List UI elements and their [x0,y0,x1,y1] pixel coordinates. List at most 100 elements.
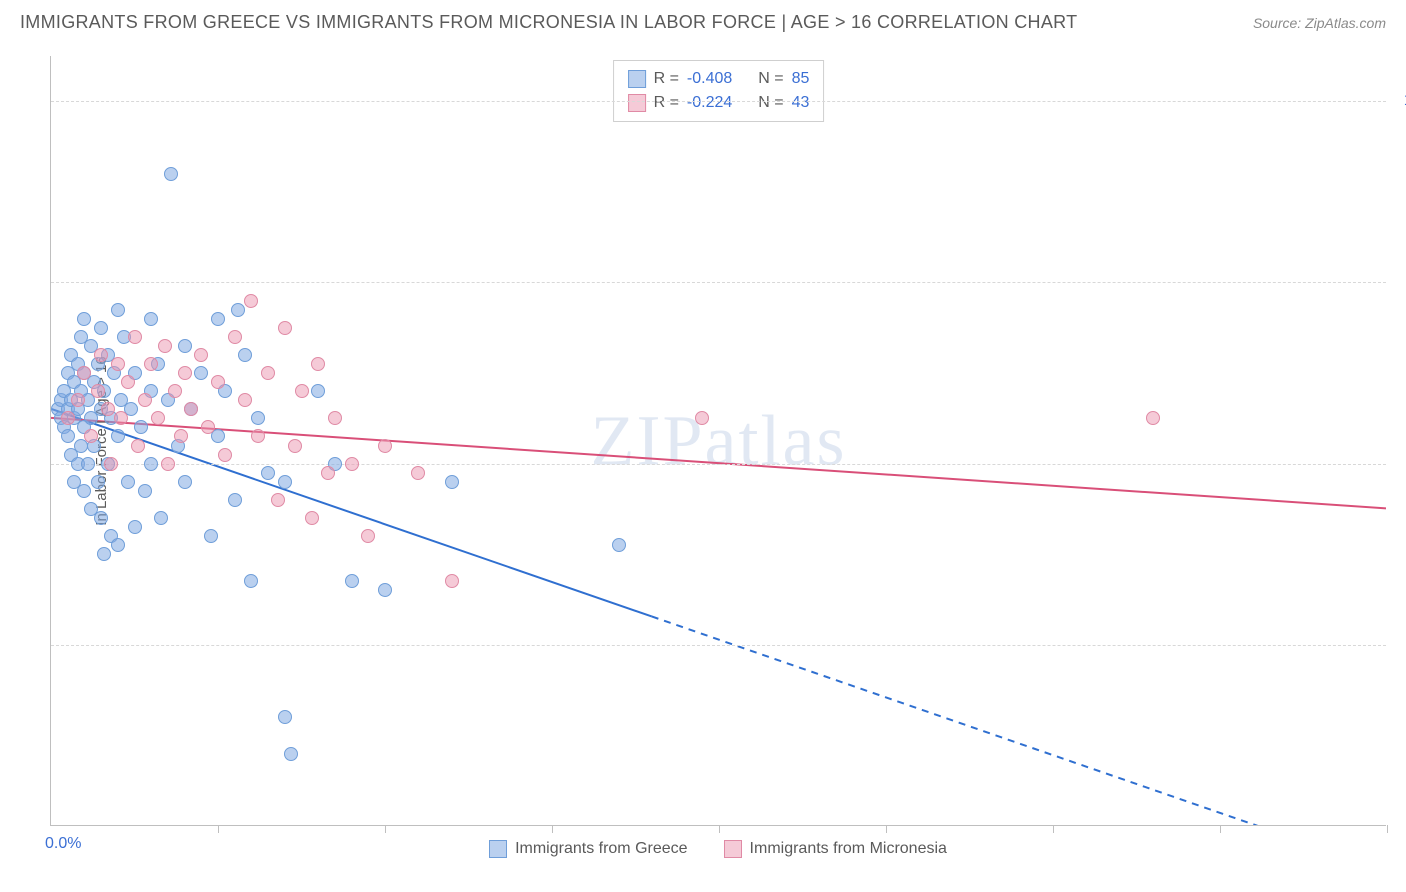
data-point [77,366,91,380]
data-point [61,429,75,443]
data-point [278,321,292,335]
legend-swatch [628,70,646,88]
data-point [271,493,285,507]
data-point [445,475,459,489]
data-point [164,167,178,181]
data-point [174,429,188,443]
data-point [695,411,709,425]
y-tick-label: 100.0% [1394,92,1406,110]
y-tick-label: 80.0% [1394,273,1406,291]
data-point [201,420,215,434]
data-point [128,330,142,344]
legend-swatch [628,94,646,112]
data-point [111,429,125,443]
data-point [244,294,258,308]
data-point [361,529,375,543]
source-label: Source: ZipAtlas.com [1253,15,1386,31]
data-point [328,411,342,425]
data-point [97,547,111,561]
gridline [51,464,1386,465]
data-point [91,384,105,398]
data-point [378,583,392,597]
data-point [128,520,142,534]
data-point [445,574,459,588]
data-point [144,312,158,326]
bottom-legend: Immigrants from Greece Immigrants from Mi… [50,840,1386,858]
legend-label: Immigrants from Micronesia [750,840,947,858]
gridline [51,282,1386,283]
x-tick [552,825,553,833]
data-point [111,303,125,317]
data-point [77,484,91,498]
data-point [238,393,252,407]
data-point [104,457,118,471]
chart-title: IMMIGRANTS FROM GREECE VS IMMIGRANTS FRO… [20,12,1077,33]
x-tick [385,825,386,833]
data-point [321,466,335,480]
data-point [311,384,325,398]
data-point [131,439,145,453]
y-tick-label: 40.0% [1394,636,1406,654]
stats-box: R =-0.408N =85R =-0.224N =43 [613,60,825,122]
x-axis-last-label: 40.0% [1394,835,1406,853]
data-point [158,339,172,353]
data-point [77,312,91,326]
data-point [288,439,302,453]
legend-swatch [724,840,742,858]
data-point [345,574,359,588]
data-point [61,411,75,425]
data-point [261,466,275,480]
legend-label: Immigrants from Greece [515,840,687,858]
data-point [178,339,192,353]
x-tick [1053,825,1054,833]
watermark: ZIPatlas [591,399,847,482]
data-point [218,448,232,462]
data-point [84,429,98,443]
n-value: 43 [792,91,810,115]
data-point [238,348,252,362]
data-point [81,457,95,471]
stats-row: R =-0.224N =43 [628,91,810,115]
data-point [278,475,292,489]
x-tick [886,825,887,833]
r-label: R = [654,67,679,91]
trend-line-dashed [652,616,1386,825]
data-point [71,393,85,407]
data-point [94,321,108,335]
data-point [228,493,242,507]
data-point [284,747,298,761]
data-point [101,402,115,416]
data-point [211,312,225,326]
data-point [278,710,292,724]
data-point [295,384,309,398]
gridline [51,101,1386,102]
x-tick [1387,825,1388,833]
data-point [138,484,152,498]
data-point [204,529,218,543]
data-point [91,475,105,489]
x-tick [218,825,219,833]
legend-swatch [489,840,507,858]
plot-wrapper: ZIPatlas R =-0.408N =85R =-0.224N =43 In… [50,56,1386,826]
data-point [411,466,425,480]
data-point [138,393,152,407]
data-point [251,411,265,425]
data-point [612,538,626,552]
data-point [178,475,192,489]
r-value: -0.408 [687,67,732,91]
data-point [251,429,265,443]
data-point [144,457,158,471]
data-point [178,366,192,380]
n-label: N = [758,67,783,91]
data-point [345,457,359,471]
data-point [194,366,208,380]
r-label: R = [654,91,679,115]
data-point [111,357,125,371]
data-point [134,420,148,434]
data-point [121,475,135,489]
data-point [151,411,165,425]
x-tick [1220,825,1221,833]
data-point [211,375,225,389]
data-point [194,348,208,362]
x-tick [719,825,720,833]
